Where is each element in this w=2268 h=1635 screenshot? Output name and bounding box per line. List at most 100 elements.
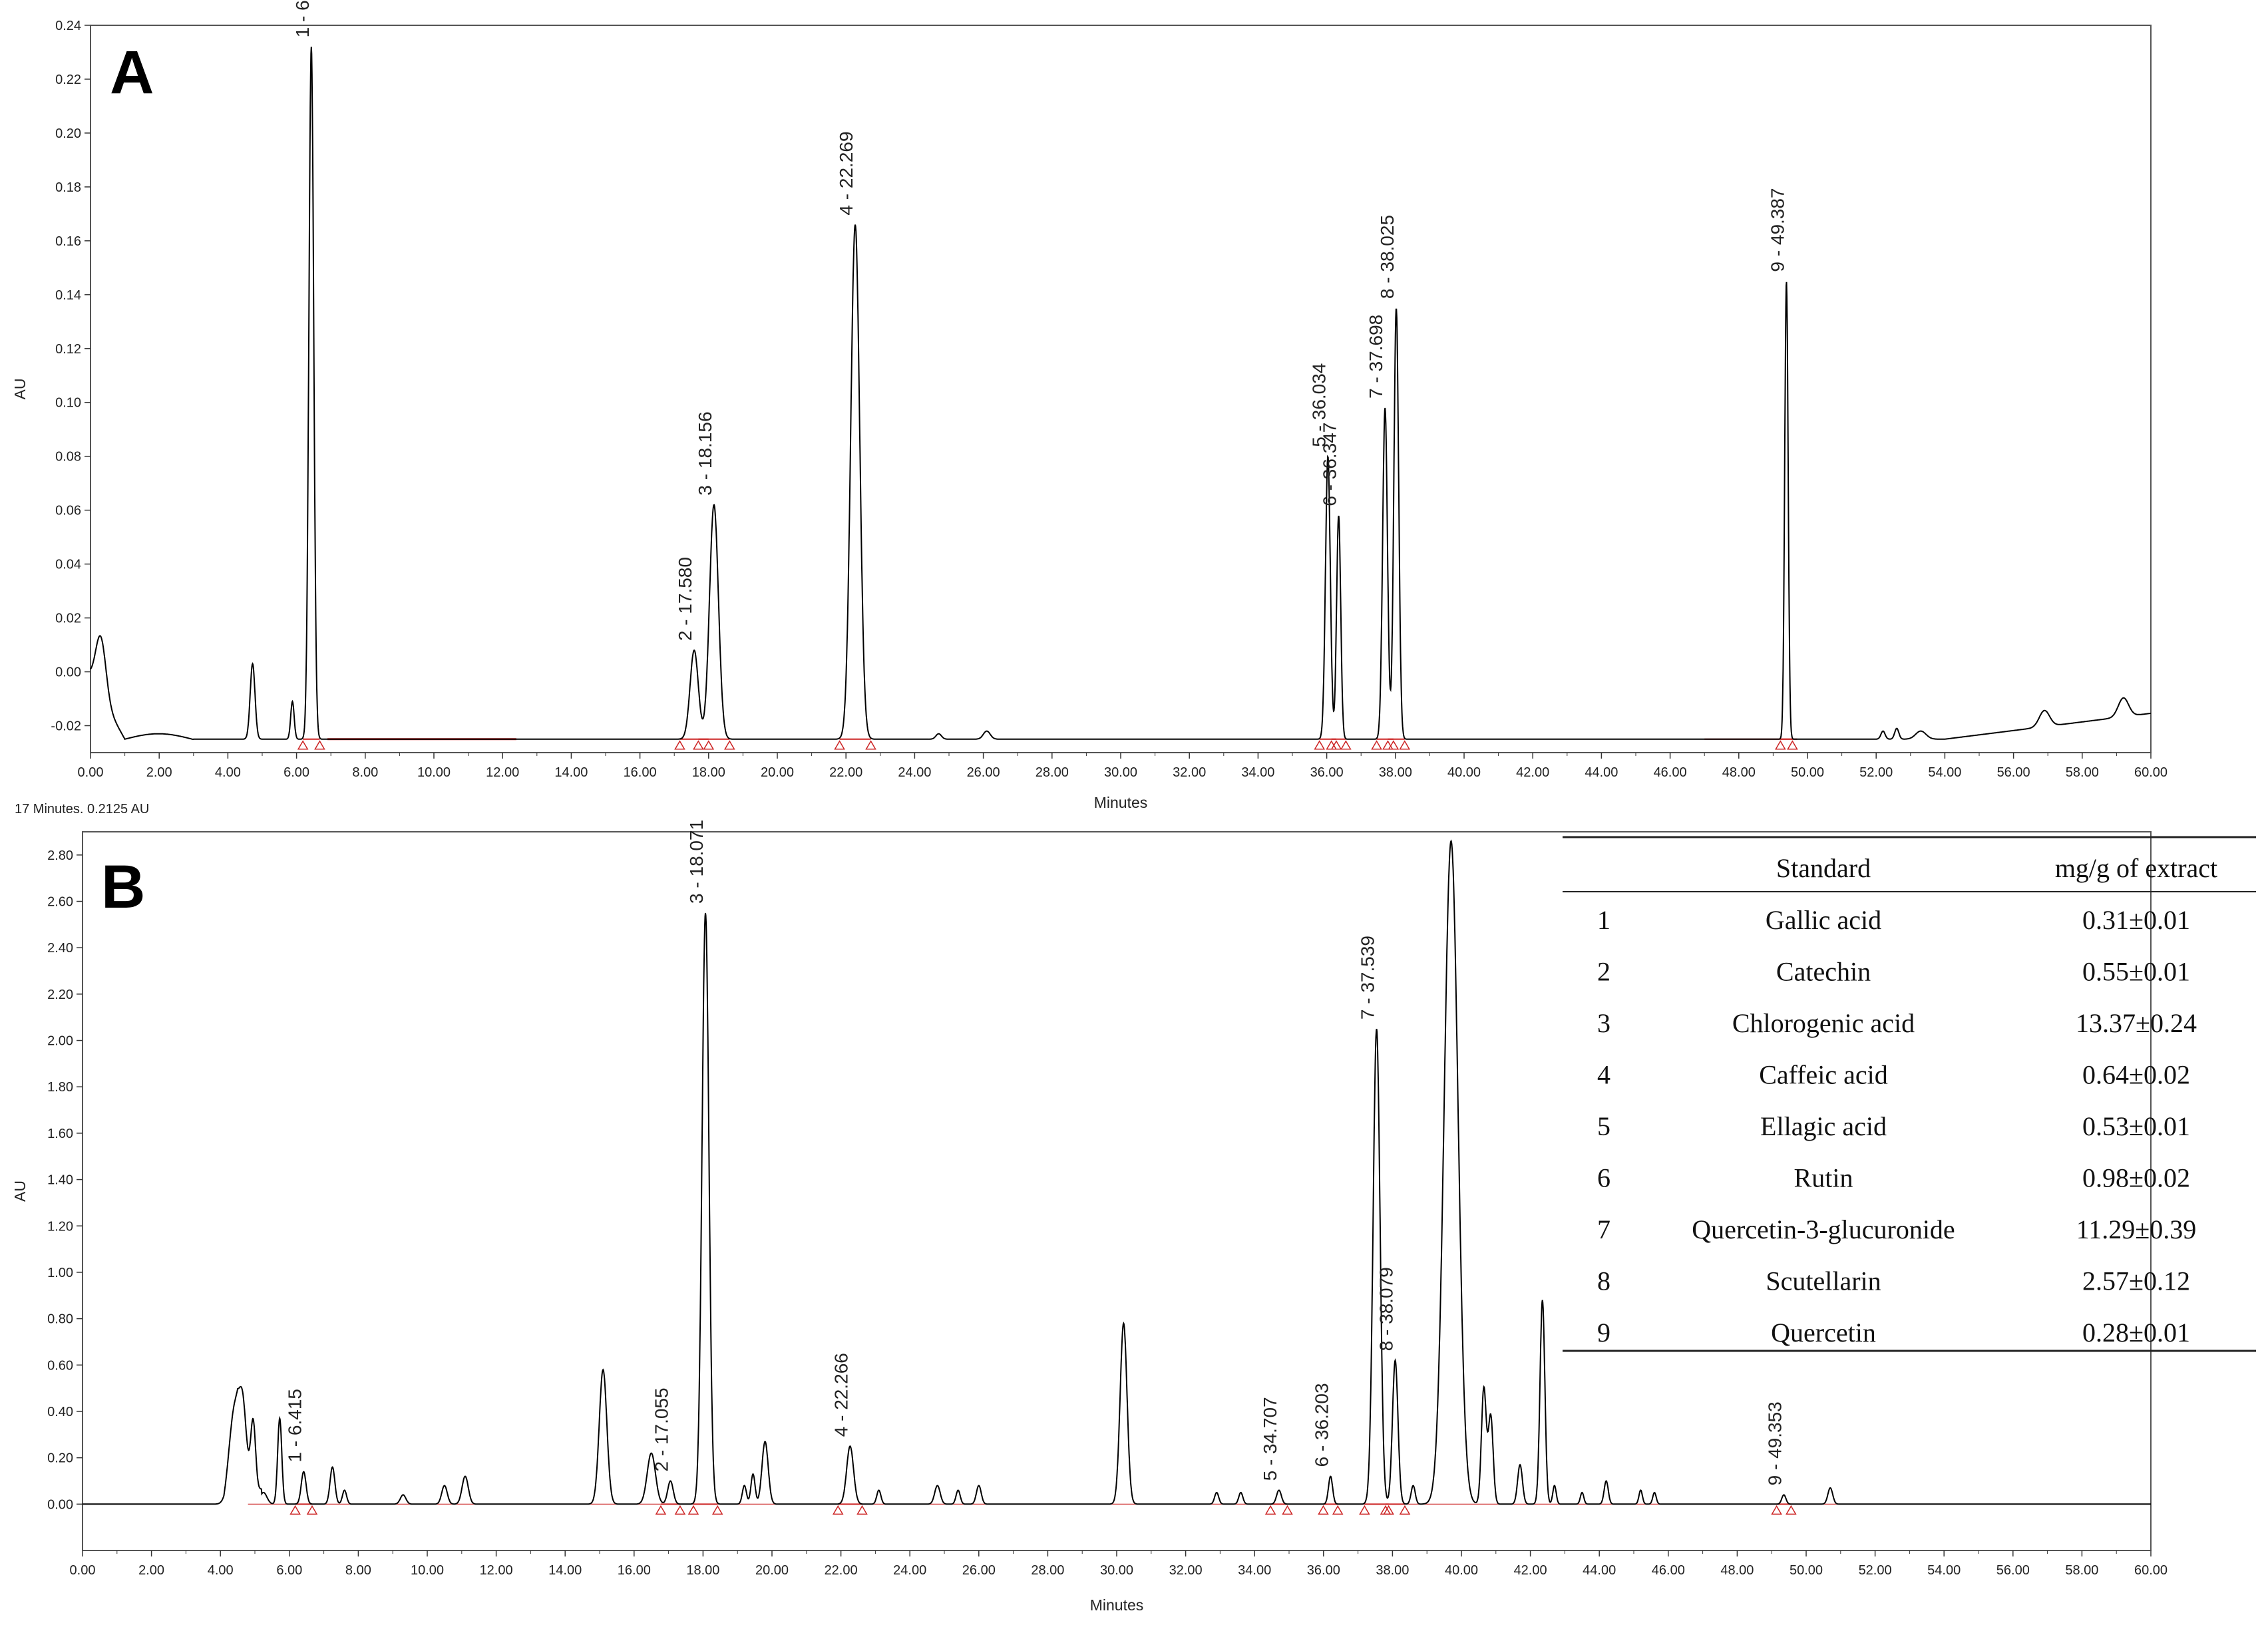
table-header-value: mg/g of extract bbox=[2055, 853, 2217, 883]
integration-marker bbox=[1388, 740, 1400, 750]
x-tick-label: 38.00 bbox=[1376, 1563, 1409, 1578]
y-tick-label: 2.40 bbox=[47, 941, 73, 956]
y-tick-label: 2.80 bbox=[47, 848, 73, 863]
table-cell-value: 0.53±0.01 bbox=[2082, 1111, 2190, 1141]
x-tick-label: 26.00 bbox=[962, 1563, 996, 1578]
table-cell-standard: Chlorogenic acid bbox=[1732, 1008, 1915, 1038]
table-cell-number: 3 bbox=[1597, 1008, 1610, 1038]
table-cell-number: 9 bbox=[1597, 1318, 1610, 1348]
y-tick-label: 0.18 bbox=[55, 180, 81, 195]
integration-marker bbox=[1380, 1505, 1392, 1515]
x-tick-label: 8.00 bbox=[352, 765, 378, 780]
y-tick-label: 1.20 bbox=[47, 1219, 73, 1234]
peak-label: 9 - 49.353 bbox=[1764, 1401, 1785, 1485]
x-tick-label: 56.00 bbox=[1996, 1563, 2030, 1578]
x-tick-label: 20.00 bbox=[755, 1563, 789, 1578]
y-tick-label: 0.24 bbox=[55, 19, 81, 33]
integration-marker bbox=[724, 740, 735, 750]
peak-label: 4 - 22.266 bbox=[831, 1353, 851, 1437]
y-tick-label: 0.04 bbox=[55, 558, 81, 572]
table-cell-standard: Quercetin bbox=[1771, 1318, 1876, 1348]
table-cell-value: 0.64±0.02 bbox=[2082, 1060, 2190, 1090]
x-tick-label: 24.00 bbox=[898, 765, 931, 780]
table-cell-value: 0.98±0.02 bbox=[2082, 1163, 2190, 1193]
x-tick-label: 16.00 bbox=[618, 1563, 651, 1578]
integration-marker bbox=[314, 740, 325, 750]
peak-label: 6 - 36.203 bbox=[1311, 1383, 1332, 1467]
peak-label: 1 - 6.430 bbox=[292, 0, 313, 37]
x-tick-label: 6.00 bbox=[276, 1563, 302, 1578]
integration-marker bbox=[1340, 740, 1352, 750]
y-tick-label: 1.00 bbox=[47, 1266, 73, 1280]
x-tick-label: 18.00 bbox=[686, 1563, 719, 1578]
table-cell-standard: Gallic acid bbox=[1766, 905, 1881, 935]
table-cell-value: 11.29±0.39 bbox=[2076, 1214, 2196, 1244]
integration-marker bbox=[1371, 740, 1382, 750]
table-cell-standard: Caffeic acid bbox=[1759, 1060, 1888, 1090]
integration-marker bbox=[703, 740, 715, 750]
x-tick-label: 26.00 bbox=[967, 765, 1000, 780]
y-tick-label: 1.80 bbox=[47, 1080, 73, 1095]
peak-label: 5 - 34.707 bbox=[1260, 1397, 1280, 1481]
integration-marker bbox=[674, 1505, 686, 1515]
x-tick-label: 24.00 bbox=[893, 1563, 926, 1578]
x-tick-label: 54.00 bbox=[1928, 765, 1961, 780]
integration-marker bbox=[1282, 1505, 1293, 1515]
integration-marker bbox=[693, 740, 704, 750]
panel-letter: A bbox=[110, 39, 154, 106]
table-cell-value: 13.37±0.24 bbox=[2076, 1008, 2197, 1038]
table-cell-value: 0.31±0.01 bbox=[2082, 905, 2190, 935]
table-cell-number: 1 bbox=[1597, 905, 1610, 935]
table-cell-number: 2 bbox=[1597, 957, 1610, 987]
y-tick-label: 2.60 bbox=[47, 895, 73, 910]
y-tick-label: 0.20 bbox=[55, 126, 81, 141]
x-tick-label: 58.00 bbox=[2065, 1563, 2098, 1578]
integration-marker bbox=[1330, 740, 1342, 750]
x-tick-label: 44.00 bbox=[1583, 1563, 1616, 1578]
x-tick-label: 46.00 bbox=[1652, 1563, 1685, 1578]
peak-label: 9 - 49.387 bbox=[1767, 188, 1788, 272]
x-tick-label: 0.00 bbox=[78, 765, 104, 780]
y-tick-label: 2.00 bbox=[47, 1034, 73, 1049]
table-cell-value: 0.28±0.01 bbox=[2082, 1318, 2190, 1348]
y-tick-label: 1.40 bbox=[47, 1173, 73, 1188]
y-tick-label: 0.14 bbox=[55, 288, 81, 303]
integration-marker bbox=[1264, 1505, 1276, 1515]
integration-marker bbox=[1786, 1505, 1797, 1515]
table-cell-standard: Catechin bbox=[1776, 957, 1871, 987]
integration-marker bbox=[297, 740, 309, 750]
y-axis-title: AU bbox=[11, 1181, 29, 1202]
x-tick-label: 50.00 bbox=[1791, 765, 1824, 780]
x-tick-label: 58.00 bbox=[2066, 765, 2099, 780]
table-cell-number: 8 bbox=[1597, 1266, 1610, 1296]
x-tick-label: 22.00 bbox=[825, 1563, 858, 1578]
chromatogram-trace bbox=[83, 839, 2151, 1505]
x-tick-label: 46.00 bbox=[1654, 765, 1687, 780]
panel-letter: B bbox=[101, 853, 145, 921]
y-tick-label: 0.60 bbox=[47, 1358, 73, 1373]
y-tick-label: 0.08 bbox=[55, 450, 81, 464]
peak-label: 2 - 17.055 bbox=[651, 1387, 671, 1471]
y-tick-label: 2.20 bbox=[47, 988, 73, 1002]
integration-marker bbox=[856, 1505, 868, 1515]
panel-a-footer-note: 17 Minutes. 0.2125 AU bbox=[15, 802, 149, 817]
integration-marker bbox=[832, 1505, 844, 1515]
integration-marker bbox=[711, 1505, 723, 1515]
x-tick-label: 20.00 bbox=[761, 765, 794, 780]
integration-marker bbox=[865, 740, 876, 750]
y-tick-label: 0.02 bbox=[55, 612, 81, 626]
integration-marker bbox=[1787, 740, 1798, 750]
y-tick-label: 0.16 bbox=[55, 234, 81, 249]
table-cell-number: 5 bbox=[1597, 1111, 1610, 1141]
x-tick-label: 38.00 bbox=[1379, 765, 1412, 780]
y-tick-label: 0.22 bbox=[55, 73, 81, 87]
x-tick-label: 52.00 bbox=[1859, 1563, 1892, 1578]
x-tick-label: 22.00 bbox=[829, 765, 862, 780]
x-tick-label: 60.00 bbox=[2134, 765, 2168, 780]
x-tick-label: 32.00 bbox=[1173, 765, 1206, 780]
x-tick-label: 2.00 bbox=[138, 1563, 164, 1578]
y-tick-label: 0.12 bbox=[55, 342, 81, 357]
peak-label: 8 - 38.079 bbox=[1376, 1267, 1396, 1351]
y-tick-label: 0.20 bbox=[47, 1451, 73, 1466]
peak-label: 1 - 6.415 bbox=[284, 1389, 305, 1463]
